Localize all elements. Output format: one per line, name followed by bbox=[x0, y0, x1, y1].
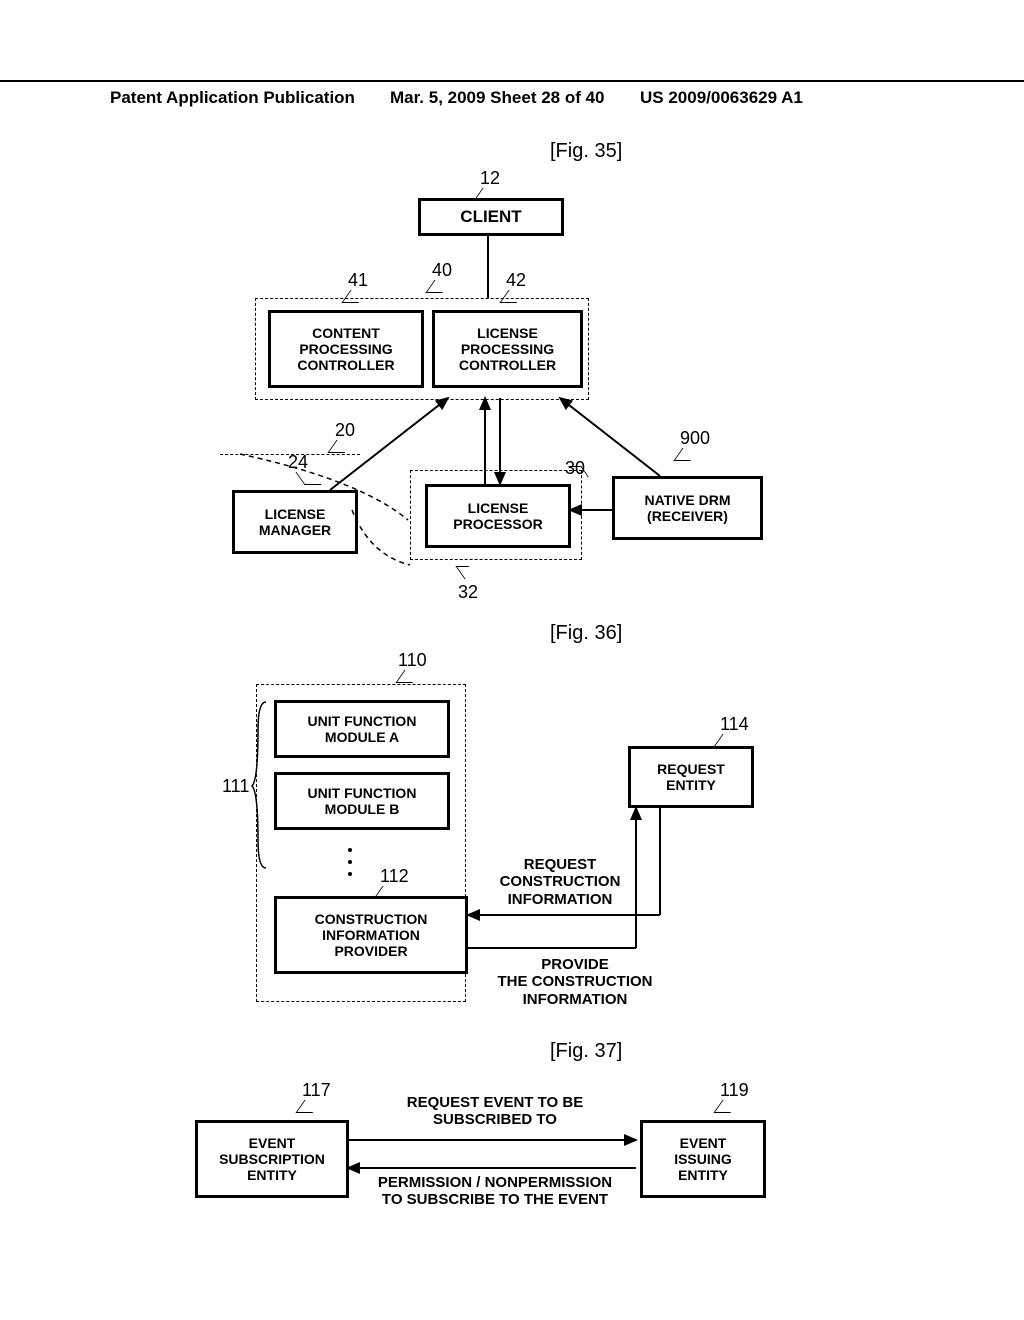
dash-20-top bbox=[220, 454, 360, 455]
ndrm-box: NATIVE DRM (RECEIVER) bbox=[612, 476, 763, 540]
page: Patent Application Publication Mar. 5, 2… bbox=[0, 0, 1024, 1320]
fig36-n112: 112 bbox=[380, 866, 409, 887]
ese-box: EVENT SUBSCRIPTION ENTITY bbox=[195, 1120, 349, 1198]
eie-text: EVENT ISSUING ENTITY bbox=[674, 1135, 732, 1183]
tick-110 bbox=[395, 670, 421, 683]
fig37-n117: 117 bbox=[302, 1080, 331, 1101]
reqev-label: REQUEST EVENT TO BE SUBSCRIBED TO bbox=[375, 1094, 615, 1129]
tick-119 bbox=[713, 1100, 739, 1113]
tick-40 bbox=[425, 280, 451, 293]
fig35-n42: 42 bbox=[506, 270, 526, 291]
cip-box: CONSTRUCTION INFORMATION PROVIDER bbox=[274, 896, 468, 974]
fig35-n41: 41 bbox=[348, 270, 368, 291]
tick-32 bbox=[455, 566, 477, 579]
fig37-n119: 119 bbox=[720, 1080, 749, 1101]
lpc-text: LICENSE PROCESSING CONTROLLER bbox=[459, 325, 556, 373]
fig35-n20: 20 bbox=[335, 420, 355, 441]
fig35-n900: 900 bbox=[680, 428, 710, 449]
header-right: US 2009/0063629 A1 bbox=[640, 88, 803, 108]
fig35-n40: 40 bbox=[432, 260, 452, 281]
header: Patent Application Publication Mar. 5, 2… bbox=[0, 80, 1024, 88]
lp-text: LICENSE PROCESSOR bbox=[453, 500, 542, 532]
fig36-label: [Fig. 36] bbox=[550, 622, 622, 645]
re-text: REQUEST ENTITY bbox=[657, 761, 725, 793]
fig36-n110: 110 bbox=[398, 650, 427, 671]
fig36-n111: 111 bbox=[222, 776, 249, 797]
fig36-n114: 114 bbox=[720, 714, 749, 735]
client-text: CLIENT bbox=[460, 207, 521, 227]
ese-text: EVENT SUBSCRIPTION ENTITY bbox=[219, 1135, 325, 1183]
header-left: Patent Application Publication bbox=[110, 88, 355, 108]
ufa-box: UNIT FUNCTION MODULE A bbox=[274, 700, 450, 758]
pci-label: PROVIDE THE CONSTRUCTION INFORMATION bbox=[480, 956, 670, 1008]
fig37-label: [Fig. 37] bbox=[550, 1040, 622, 1063]
rci-label: REQUEST CONSTRUCTION INFORMATION bbox=[480, 856, 640, 908]
tick-20 bbox=[327, 440, 353, 453]
perm-label: PERMISSION / NONPERMISSION TO SUBSCRIBE … bbox=[360, 1174, 630, 1209]
cpc-box: CONTENT PROCESSING CONTROLLER bbox=[268, 310, 424, 388]
fig35-n12: 12 bbox=[480, 168, 500, 189]
lp-box: LICENSE PROCESSOR bbox=[425, 484, 571, 548]
lm-text: LICENSE MANAGER bbox=[259, 506, 331, 538]
ufb-box: UNIT FUNCTION MODULE B bbox=[274, 772, 450, 830]
ndrm-text: NATIVE DRM (RECEIVER) bbox=[644, 492, 730, 524]
fig35-n32: 32 bbox=[458, 582, 478, 603]
header-center: Mar. 5, 2009 Sheet 28 of 40 bbox=[390, 88, 605, 108]
fig35-n24: 24 bbox=[288, 452, 308, 473]
lpc-box: LICENSE PROCESSING CONTROLLER bbox=[432, 310, 583, 388]
tick-900 bbox=[673, 448, 699, 461]
tick-24 bbox=[295, 472, 321, 485]
eie-box: EVENT ISSUING ENTITY bbox=[640, 1120, 766, 1198]
client-box: CLIENT bbox=[418, 198, 564, 236]
lm-box: LICENSE MANAGER bbox=[232, 490, 358, 554]
cip-text: CONSTRUCTION INFORMATION PROVIDER bbox=[315, 911, 428, 959]
re-box: REQUEST ENTITY bbox=[628, 746, 754, 808]
tick-117 bbox=[295, 1100, 321, 1113]
cpc-text: CONTENT PROCESSING CONTROLLER bbox=[297, 325, 394, 373]
ufa-text: UNIT FUNCTION MODULE A bbox=[308, 713, 417, 745]
ufb-text: UNIT FUNCTION MODULE B bbox=[308, 785, 417, 817]
fig35-label: [Fig. 35] bbox=[550, 140, 622, 163]
